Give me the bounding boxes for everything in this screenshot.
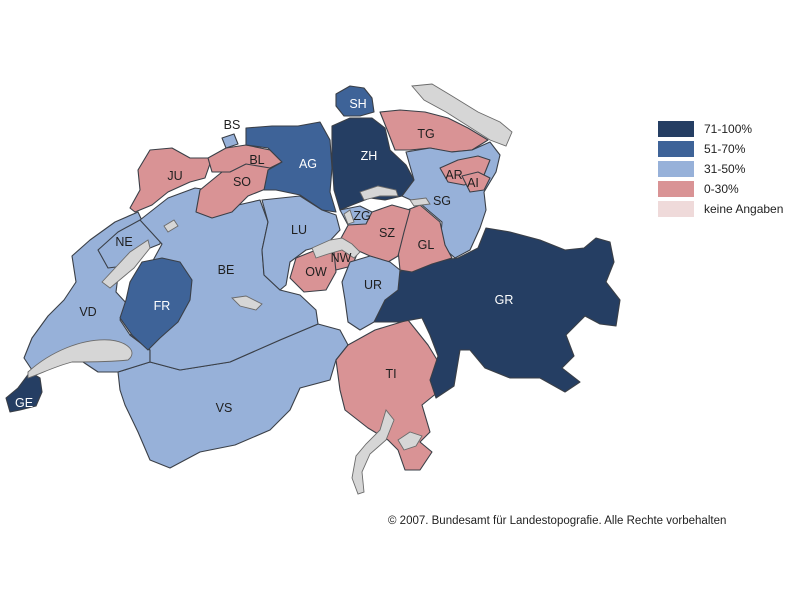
canton-label-ai: AI: [467, 176, 479, 190]
lake-constance: [411, 83, 513, 147]
canton-label-sg: SG: [433, 194, 451, 208]
canton-label-zg: ZG: [353, 209, 370, 223]
canton-label-zh: ZH: [361, 149, 378, 163]
canton-fr: [119, 257, 193, 351]
legend-item-0-30: 0-30%: [658, 180, 783, 198]
legend-label: 31-50%: [704, 162, 746, 176]
canton-sh: [335, 85, 375, 117]
lake-maggiore: [351, 409, 395, 495]
lakes: [27, 83, 513, 495]
canton-lu: [261, 195, 341, 291]
canton-ai: [461, 171, 491, 193]
canton-ne: [97, 219, 163, 269]
lake-neuchatel: [101, 239, 151, 289]
canton-ti: [335, 319, 443, 471]
canton-label-tg: TG: [417, 127, 434, 141]
lake-zug: [343, 209, 355, 225]
legend-item-51-70: 51-70%: [658, 140, 783, 158]
lake-biel: [163, 219, 179, 233]
legend-label: 71-100%: [704, 122, 753, 136]
canton-label-be: BE: [218, 263, 235, 277]
legend-item-71-100: 71-100%: [658, 120, 783, 138]
legend-swatch: [658, 161, 694, 177]
canton-labels: GE VD VS NE JU FR BE SO BL BS AG LU ZH S…: [15, 97, 513, 415]
canton-label-vs: VS: [216, 401, 233, 415]
canton-shapes: [5, 85, 621, 471]
lake-walen: [409, 197, 431, 207]
canton-ge: [5, 371, 43, 413]
canton-label-ar: AR: [445, 168, 462, 182]
canton-label-bs: BS: [224, 118, 241, 132]
lake-lucerne: [311, 237, 361, 259]
canton-label-lu: LU: [291, 223, 307, 237]
map-legend: 71-100% 51-70% 31-50% 0-30% keine Angabe…: [658, 120, 783, 220]
legend-label: 51-70%: [704, 142, 746, 156]
canton-label-bl: BL: [249, 153, 264, 167]
canton-ur: [341, 255, 401, 331]
canton-label-ur: UR: [364, 278, 382, 292]
canton-label-ge: GE: [15, 396, 33, 410]
canton-label-fr: FR: [154, 299, 171, 313]
copyright-notice: © 2007. Bundesamt für Landestopografie. …: [388, 515, 727, 527]
legend-swatch: [658, 141, 694, 157]
canton-label-sz: SZ: [379, 226, 395, 240]
lake-lugano: [397, 431, 423, 451]
canton-label-ow: OW: [305, 265, 327, 279]
lake-geneva: [27, 339, 133, 379]
legend-swatch: [658, 201, 694, 217]
legend-label: keine Angaben: [704, 202, 784, 216]
canton-label-so: SO: [233, 175, 251, 189]
canton-label-ne: NE: [115, 235, 132, 249]
lake-thun: [231, 295, 263, 311]
canton-label-nw: NW: [331, 251, 352, 265]
legend-swatch: [658, 121, 694, 137]
lake-zurich: [359, 185, 399, 201]
legend-item-keine-angaben: keine Angaben: [658, 200, 783, 218]
canton-label-ju: JU: [167, 169, 182, 183]
canton-label-gr: GR: [495, 293, 514, 307]
canton-gr: [373, 227, 621, 399]
canton-label-ag: AG: [299, 157, 317, 171]
canton-label-vd: VD: [79, 305, 96, 319]
legend-swatch: [658, 181, 694, 197]
canton-bs: [221, 133, 239, 149]
legend-item-31-50: 31-50%: [658, 160, 783, 178]
canton-label-gl: GL: [418, 238, 435, 252]
canton-label-sh: SH: [349, 97, 366, 111]
canton-label-ti: TI: [385, 367, 396, 381]
legend-label: 0-30%: [704, 182, 739, 196]
